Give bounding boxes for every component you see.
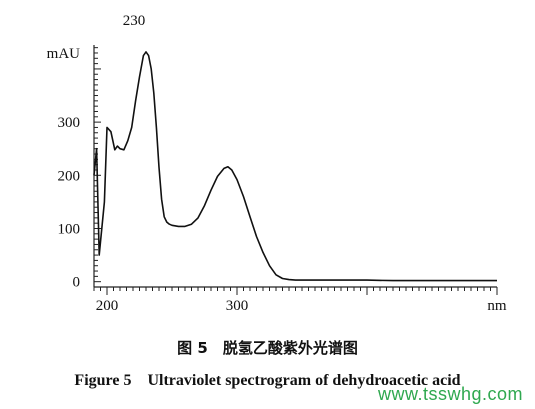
absorbance-series-line: [93, 51, 497, 282]
figure-caption-english: Figure 5 Ultraviolet spectrogram of dehy…: [74, 372, 461, 389]
uv-spectrum-chart: 0 100 200 300 200 300 230 mAU nm: [47, 13, 507, 314]
tick-marks: [93, 47, 498, 295]
y-tick-label: 300: [58, 115, 81, 131]
tick-labels: 0 100 200 300 200 300: [58, 115, 249, 314]
y-tick-label: 0: [73, 275, 81, 291]
y-tick-label: 200: [58, 168, 81, 184]
axes: [93, 45, 497, 288]
peak-annotation: 230: [123, 13, 146, 29]
x-tick-label: 300: [226, 298, 249, 314]
x-axis-unit-label: nm: [487, 298, 507, 314]
series-layer: [93, 51, 497, 282]
y-axis-unit-label: mAU: [47, 46, 81, 62]
watermark-text: www.tsswhg.com: [377, 384, 523, 404]
y-tick-label: 100: [58, 221, 81, 237]
figure-caption-chinese: 图 5 脱氢乙酸紫外光谱图: [177, 339, 358, 357]
x-tick-label: 200: [96, 298, 119, 314]
